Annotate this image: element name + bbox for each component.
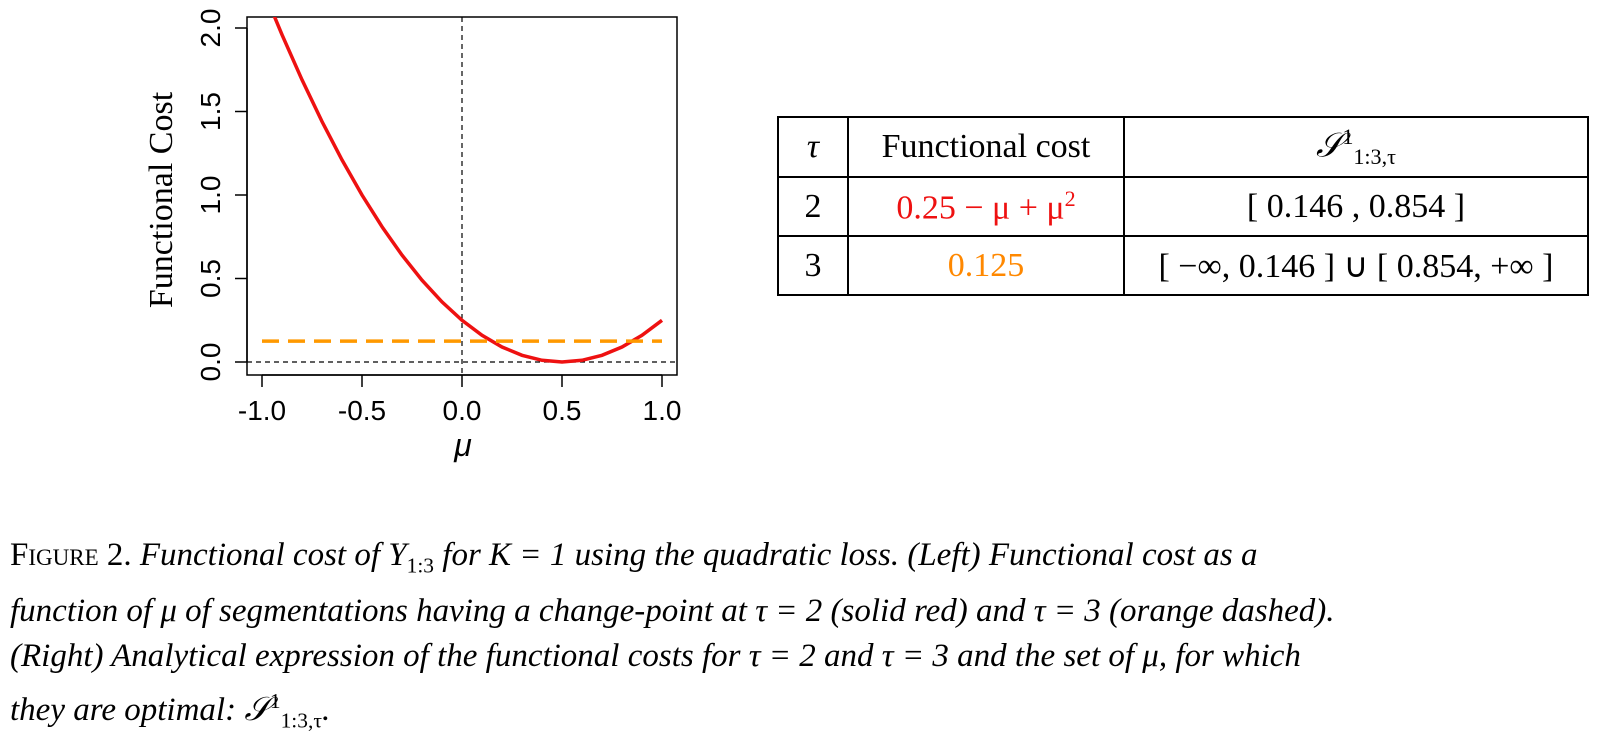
x-tick-label: 0.0 bbox=[443, 395, 482, 426]
y-tick-label: 0.5 bbox=[195, 259, 226, 298]
cell-tau: 2 bbox=[777, 176, 849, 237]
table-header-row: τ Functional cost 𝒮11:3,τ bbox=[777, 116, 1589, 178]
figure-label: Figure 2. bbox=[10, 537, 132, 573]
caption-line-1: Figure 2. Functional cost of Y1:3 for K … bbox=[10, 533, 1602, 589]
cost-expression: 0.125 bbox=[947, 246, 1025, 284]
x-tick-label: 1.0 bbox=[643, 395, 682, 426]
caption-text: for K = 1 using the quadratic loss. (Lef… bbox=[434, 537, 1258, 573]
caption-text: they are optimal: bbox=[10, 691, 245, 728]
x-tick-label: -1.0 bbox=[238, 395, 286, 426]
header-functional-cost: Functional cost bbox=[847, 116, 1125, 178]
cell-functional-cost: 0.25 − μ + μ2 bbox=[847, 176, 1125, 237]
x-tick-label: -0.5 bbox=[338, 395, 386, 426]
functional-cost-table-container: τ Functional cost 𝒮11:3,τ 2 0.25 − μ + μ… bbox=[777, 116, 1589, 296]
caption-line-2: function of μ of segmentations having a … bbox=[10, 592, 1335, 629]
header-tau: τ bbox=[777, 116, 849, 178]
functional-cost-chart: -1.0 -0.5 0.0 0.5 1.0 0.0 0.5 1.0 1.5 2.0 μ Funct… bbox=[143, 9, 682, 463]
cell-optimal-set: [ −∞, 0.146 ] ∪ [ 0.854, +∞ ] bbox=[1123, 235, 1589, 296]
y-tick-label: 1.0 bbox=[195, 176, 226, 215]
cell-optimal-set: [ 0.146 , 0.854 ] bbox=[1123, 176, 1589, 237]
x-tick-label: 0.5 bbox=[543, 395, 582, 426]
header-optimal-set: 𝒮11:3,τ bbox=[1123, 116, 1589, 178]
y-axis-label: Functional Cost bbox=[143, 91, 180, 308]
functional-cost-table: τ Functional cost 𝒮11:3,τ 2 0.25 − μ + μ… bbox=[777, 116, 1589, 296]
series-line-solid bbox=[272, 17, 664, 364]
optimal-set-symbol: 𝒮 bbox=[1315, 125, 1343, 166]
cost-expression: 0.25 − μ + μ bbox=[896, 189, 1065, 227]
cell-tau: 3 bbox=[777, 235, 849, 296]
table-row: 3 0.125 [ −∞, 0.146 ] ∪ [ 0.854, +∞ ] bbox=[777, 235, 1589, 296]
figure-caption: Figure 2. Functional cost of Y1:3 for K … bbox=[10, 533, 1602, 743]
cell-functional-cost: 0.125 bbox=[847, 235, 1125, 296]
optimal-set-symbol: 𝒮 bbox=[244, 688, 270, 728]
y-tick-label: 1.5 bbox=[195, 92, 226, 131]
caption-text: . bbox=[321, 691, 331, 728]
table-row: 2 0.25 − μ + μ2 [ 0.146 , 0.854 ] bbox=[777, 176, 1589, 237]
caption-line-4: they are optimal: 𝒮11:3,τ. bbox=[10, 679, 1602, 743]
y-tick-label: 0.0 bbox=[195, 343, 226, 382]
optimal-set-sup: 1 bbox=[1342, 123, 1354, 149]
caption-text: Functional cost of Y bbox=[139, 537, 407, 573]
y-tick-label: 2.0 bbox=[195, 9, 226, 48]
caption-line-3: (Right) Analytical expression of the fun… bbox=[10, 637, 1301, 674]
optimal-set-sub: 1:3,τ bbox=[1353, 144, 1396, 170]
caption-superscript: 1 bbox=[269, 688, 281, 713]
caption-subscript: 1:3 bbox=[406, 553, 435, 578]
x-axis-label: μ bbox=[453, 427, 472, 463]
caption-subscript: 1:3,τ bbox=[280, 708, 322, 733]
cost-exponent: 2 bbox=[1064, 185, 1076, 211]
